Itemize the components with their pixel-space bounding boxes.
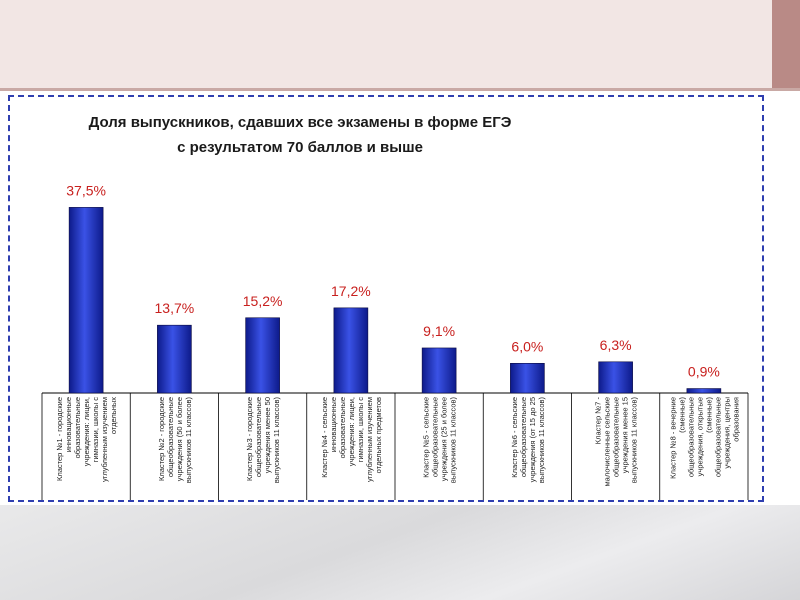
category-label-6-line-2: общеобразовательные [519, 397, 528, 477]
category-label-1-line-3: образовательные [73, 397, 82, 458]
bar-8 [686, 388, 722, 394]
value-label-6: 6,0% [511, 338, 543, 354]
header-divider [0, 88, 800, 91]
category-label-8-line-6: общеобразовательные [713, 397, 722, 477]
header-band [0, 0, 800, 88]
category-label-8-line-1: Кластер №8 - вечерние [668, 397, 677, 479]
category-label-2-line-2: общеобразовательные [166, 397, 175, 477]
category-label-5-line-3: учреждения (25 и более [440, 397, 449, 481]
category-label-7-line-4: учреждения менее 15 [621, 397, 630, 473]
category-label-4-line-7: отдельных предметов [374, 397, 383, 473]
category-label-8-line-2: (сменные) [677, 397, 686, 433]
category-label-6-line-3: учреждения (от 15 до 25 [528, 397, 537, 482]
category-label-8-line-7: учреждения, центры [722, 397, 731, 469]
bar-5 [421, 347, 457, 394]
category-label-3-line-2: общеобразовательные [254, 397, 263, 477]
category-label-2-line-3: учреждения (50 и более [175, 397, 184, 481]
category-label-6-line-4: выпускников 11 классов) [537, 397, 546, 484]
category-label-1-line-1: Кластер №1 - городские [55, 397, 64, 481]
category-label-5-line-4: выпускников 11 классов) [449, 397, 458, 484]
value-label-8: 0,9% [688, 364, 720, 380]
category-label-2-line-1: Кластер №2 - городские [157, 397, 166, 481]
bar-chart: Доля выпускников, сдавших все экзамены в… [41, 114, 749, 500]
footer-band [0, 505, 800, 600]
category-label-3-line-3: учреждения менее 50 [263, 397, 272, 473]
value-label-2: 13,7% [155, 300, 195, 316]
category-label-2-line-4: выпускников 11 классов) [184, 397, 193, 484]
header-accent [772, 0, 800, 88]
category-label-1-line-5: гимназии, школы с [91, 397, 100, 463]
category-label-1-line-7: отдельных [109, 397, 118, 434]
category-label-1-line-2: инновационные [64, 397, 73, 452]
category-label-7-line-5: выпускников 11 классов) [630, 397, 639, 484]
chart-title-line-1: Доля выпускников, сдавших все экзамены в… [89, 114, 512, 131]
value-label-5: 9,1% [423, 323, 455, 339]
category-label-5-line-2: общеобразовательные [431, 397, 440, 477]
category-label-5-line-1: Кластер №5 - сельские [422, 397, 431, 478]
category-label-4-line-2: инновационные [329, 397, 338, 452]
category-label-6-line-1: Кластер №6 - сельские [510, 397, 519, 478]
bar-3 [245, 317, 280, 394]
category-label-1-line-4: учреждения: лицеи, [82, 397, 91, 466]
category-label-3-line-1: Кластер №3 - городские [245, 397, 254, 481]
category-label-4-line-3: образовательные [338, 397, 347, 458]
category-label-4-line-5: гимназии, школы с [356, 397, 365, 463]
category-label-4-line-4: учреждения: лицеи, [347, 397, 356, 466]
category-label-3-line-4: выпускников 11 классов) [272, 397, 281, 484]
value-label-4: 17,2% [331, 283, 371, 299]
category-label-8-line-3: общеобразовательные [686, 397, 695, 477]
value-label-1: 37,5% [66, 182, 106, 198]
category-label-7-line-2: малочисленные сельские [603, 397, 612, 486]
value-label-7: 6,3% [600, 337, 632, 353]
category-label-8-line-5: (сменные) [704, 397, 713, 433]
category-label-1-line-6: углубленным изучением [100, 397, 109, 482]
value-label-3: 15,2% [243, 293, 283, 309]
bar-2 [157, 324, 192, 394]
category-label-7-line-1: Кластер №7 - [594, 397, 603, 445]
category-label-8-line-4: учреждения, открытые [695, 397, 704, 476]
bar-7 [598, 361, 633, 394]
chart-title-line-2: с результатом 70 баллов и выше [177, 139, 423, 156]
category-label-7-line-3: общеобразовательные [612, 397, 621, 477]
bar-1 [68, 207, 104, 394]
category-label-8-line-8: образования [731, 397, 740, 442]
bar-4 [333, 307, 369, 394]
bar-6 [510, 362, 545, 394]
category-label-4-line-6: углубленным изучением [365, 397, 374, 482]
category-label-4-line-1: Кластер №4 - сельские [320, 397, 329, 478]
chart-frame: Доля выпускников, сдавших все экзамены в… [8, 95, 764, 502]
